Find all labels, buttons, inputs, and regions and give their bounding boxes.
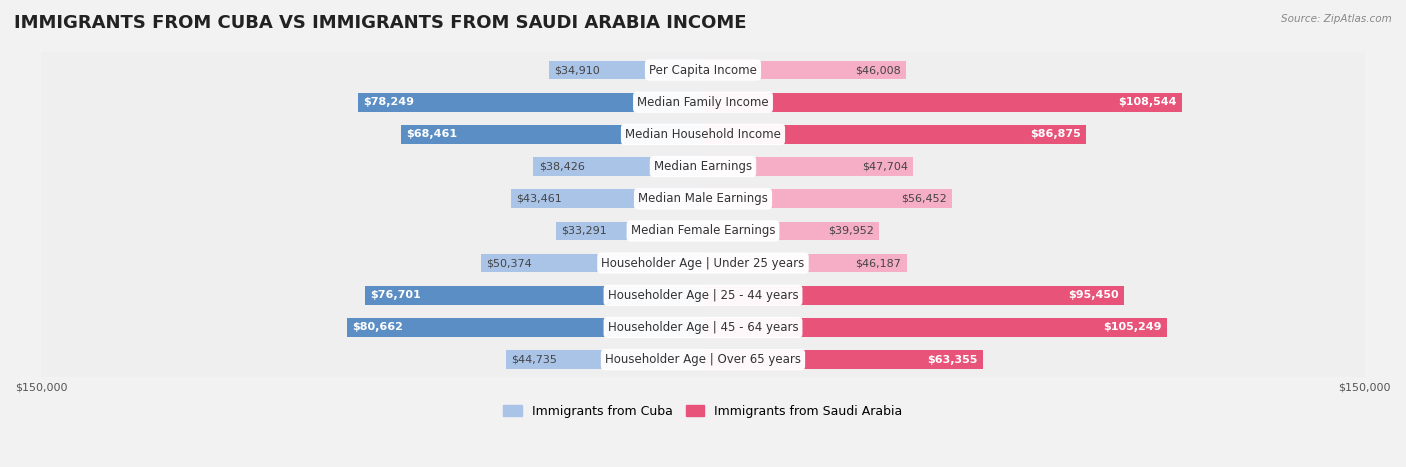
FancyBboxPatch shape bbox=[32, 0, 1374, 467]
FancyBboxPatch shape bbox=[32, 0, 1374, 467]
Bar bbox=[703, 318, 1167, 337]
Text: Householder Age | Under 25 years: Householder Age | Under 25 years bbox=[602, 257, 804, 269]
Bar bbox=[703, 125, 1087, 144]
Text: Householder Age | Over 65 years: Householder Age | Over 65 years bbox=[605, 353, 801, 366]
FancyBboxPatch shape bbox=[32, 0, 1374, 467]
Bar bbox=[703, 157, 914, 176]
FancyBboxPatch shape bbox=[32, 0, 1374, 467]
Text: Median Family Income: Median Family Income bbox=[637, 96, 769, 109]
Bar bbox=[703, 254, 907, 272]
Text: $33,291: $33,291 bbox=[561, 226, 607, 236]
Text: $46,008: $46,008 bbox=[855, 65, 901, 75]
FancyBboxPatch shape bbox=[32, 0, 1374, 467]
Text: $38,426: $38,426 bbox=[538, 162, 585, 171]
Text: Median Male Earnings: Median Male Earnings bbox=[638, 192, 768, 205]
Text: $78,249: $78,249 bbox=[363, 97, 415, 107]
Bar bbox=[557, 222, 703, 241]
Text: Median Female Earnings: Median Female Earnings bbox=[631, 225, 775, 237]
Bar bbox=[512, 190, 703, 208]
Text: $43,461: $43,461 bbox=[516, 194, 562, 204]
Text: $39,952: $39,952 bbox=[828, 226, 875, 236]
Bar bbox=[703, 93, 1182, 112]
Bar bbox=[506, 350, 703, 369]
Bar bbox=[703, 222, 879, 241]
Text: $95,450: $95,450 bbox=[1069, 290, 1119, 300]
Text: Householder Age | 45 - 64 years: Householder Age | 45 - 64 years bbox=[607, 321, 799, 334]
Bar bbox=[401, 125, 703, 144]
Legend: Immigrants from Cuba, Immigrants from Saudi Arabia: Immigrants from Cuba, Immigrants from Sa… bbox=[499, 400, 907, 423]
Text: $80,662: $80,662 bbox=[353, 323, 404, 333]
Bar bbox=[364, 286, 703, 304]
Bar bbox=[703, 286, 1123, 304]
FancyBboxPatch shape bbox=[32, 0, 1374, 467]
FancyBboxPatch shape bbox=[32, 0, 1374, 467]
Text: $108,544: $108,544 bbox=[1118, 97, 1177, 107]
Bar bbox=[703, 190, 952, 208]
FancyBboxPatch shape bbox=[32, 0, 1374, 467]
Text: Median Earnings: Median Earnings bbox=[654, 160, 752, 173]
Bar bbox=[347, 318, 703, 337]
Text: $34,910: $34,910 bbox=[554, 65, 600, 75]
Text: $105,249: $105,249 bbox=[1104, 323, 1161, 333]
Bar bbox=[481, 254, 703, 272]
Text: IMMIGRANTS FROM CUBA VS IMMIGRANTS FROM SAUDI ARABIA INCOME: IMMIGRANTS FROM CUBA VS IMMIGRANTS FROM … bbox=[14, 14, 747, 32]
Bar bbox=[703, 61, 905, 79]
Text: Median Household Income: Median Household Income bbox=[626, 128, 780, 141]
Text: $46,187: $46,187 bbox=[856, 258, 901, 268]
Text: Source: ZipAtlas.com: Source: ZipAtlas.com bbox=[1281, 14, 1392, 24]
Bar bbox=[548, 61, 703, 79]
Text: $86,875: $86,875 bbox=[1031, 129, 1081, 140]
FancyBboxPatch shape bbox=[32, 0, 1374, 467]
Text: $68,461: $68,461 bbox=[406, 129, 457, 140]
Bar bbox=[703, 350, 983, 369]
Text: Per Capita Income: Per Capita Income bbox=[650, 64, 756, 77]
FancyBboxPatch shape bbox=[32, 0, 1374, 467]
Text: $50,374: $50,374 bbox=[486, 258, 531, 268]
Bar bbox=[533, 157, 703, 176]
Text: $63,355: $63,355 bbox=[927, 354, 977, 365]
Text: Householder Age | 25 - 44 years: Householder Age | 25 - 44 years bbox=[607, 289, 799, 302]
Text: $47,704: $47,704 bbox=[862, 162, 908, 171]
Text: $76,701: $76,701 bbox=[370, 290, 420, 300]
Text: $44,735: $44,735 bbox=[510, 354, 557, 365]
Bar bbox=[357, 93, 703, 112]
Text: $56,452: $56,452 bbox=[901, 194, 946, 204]
